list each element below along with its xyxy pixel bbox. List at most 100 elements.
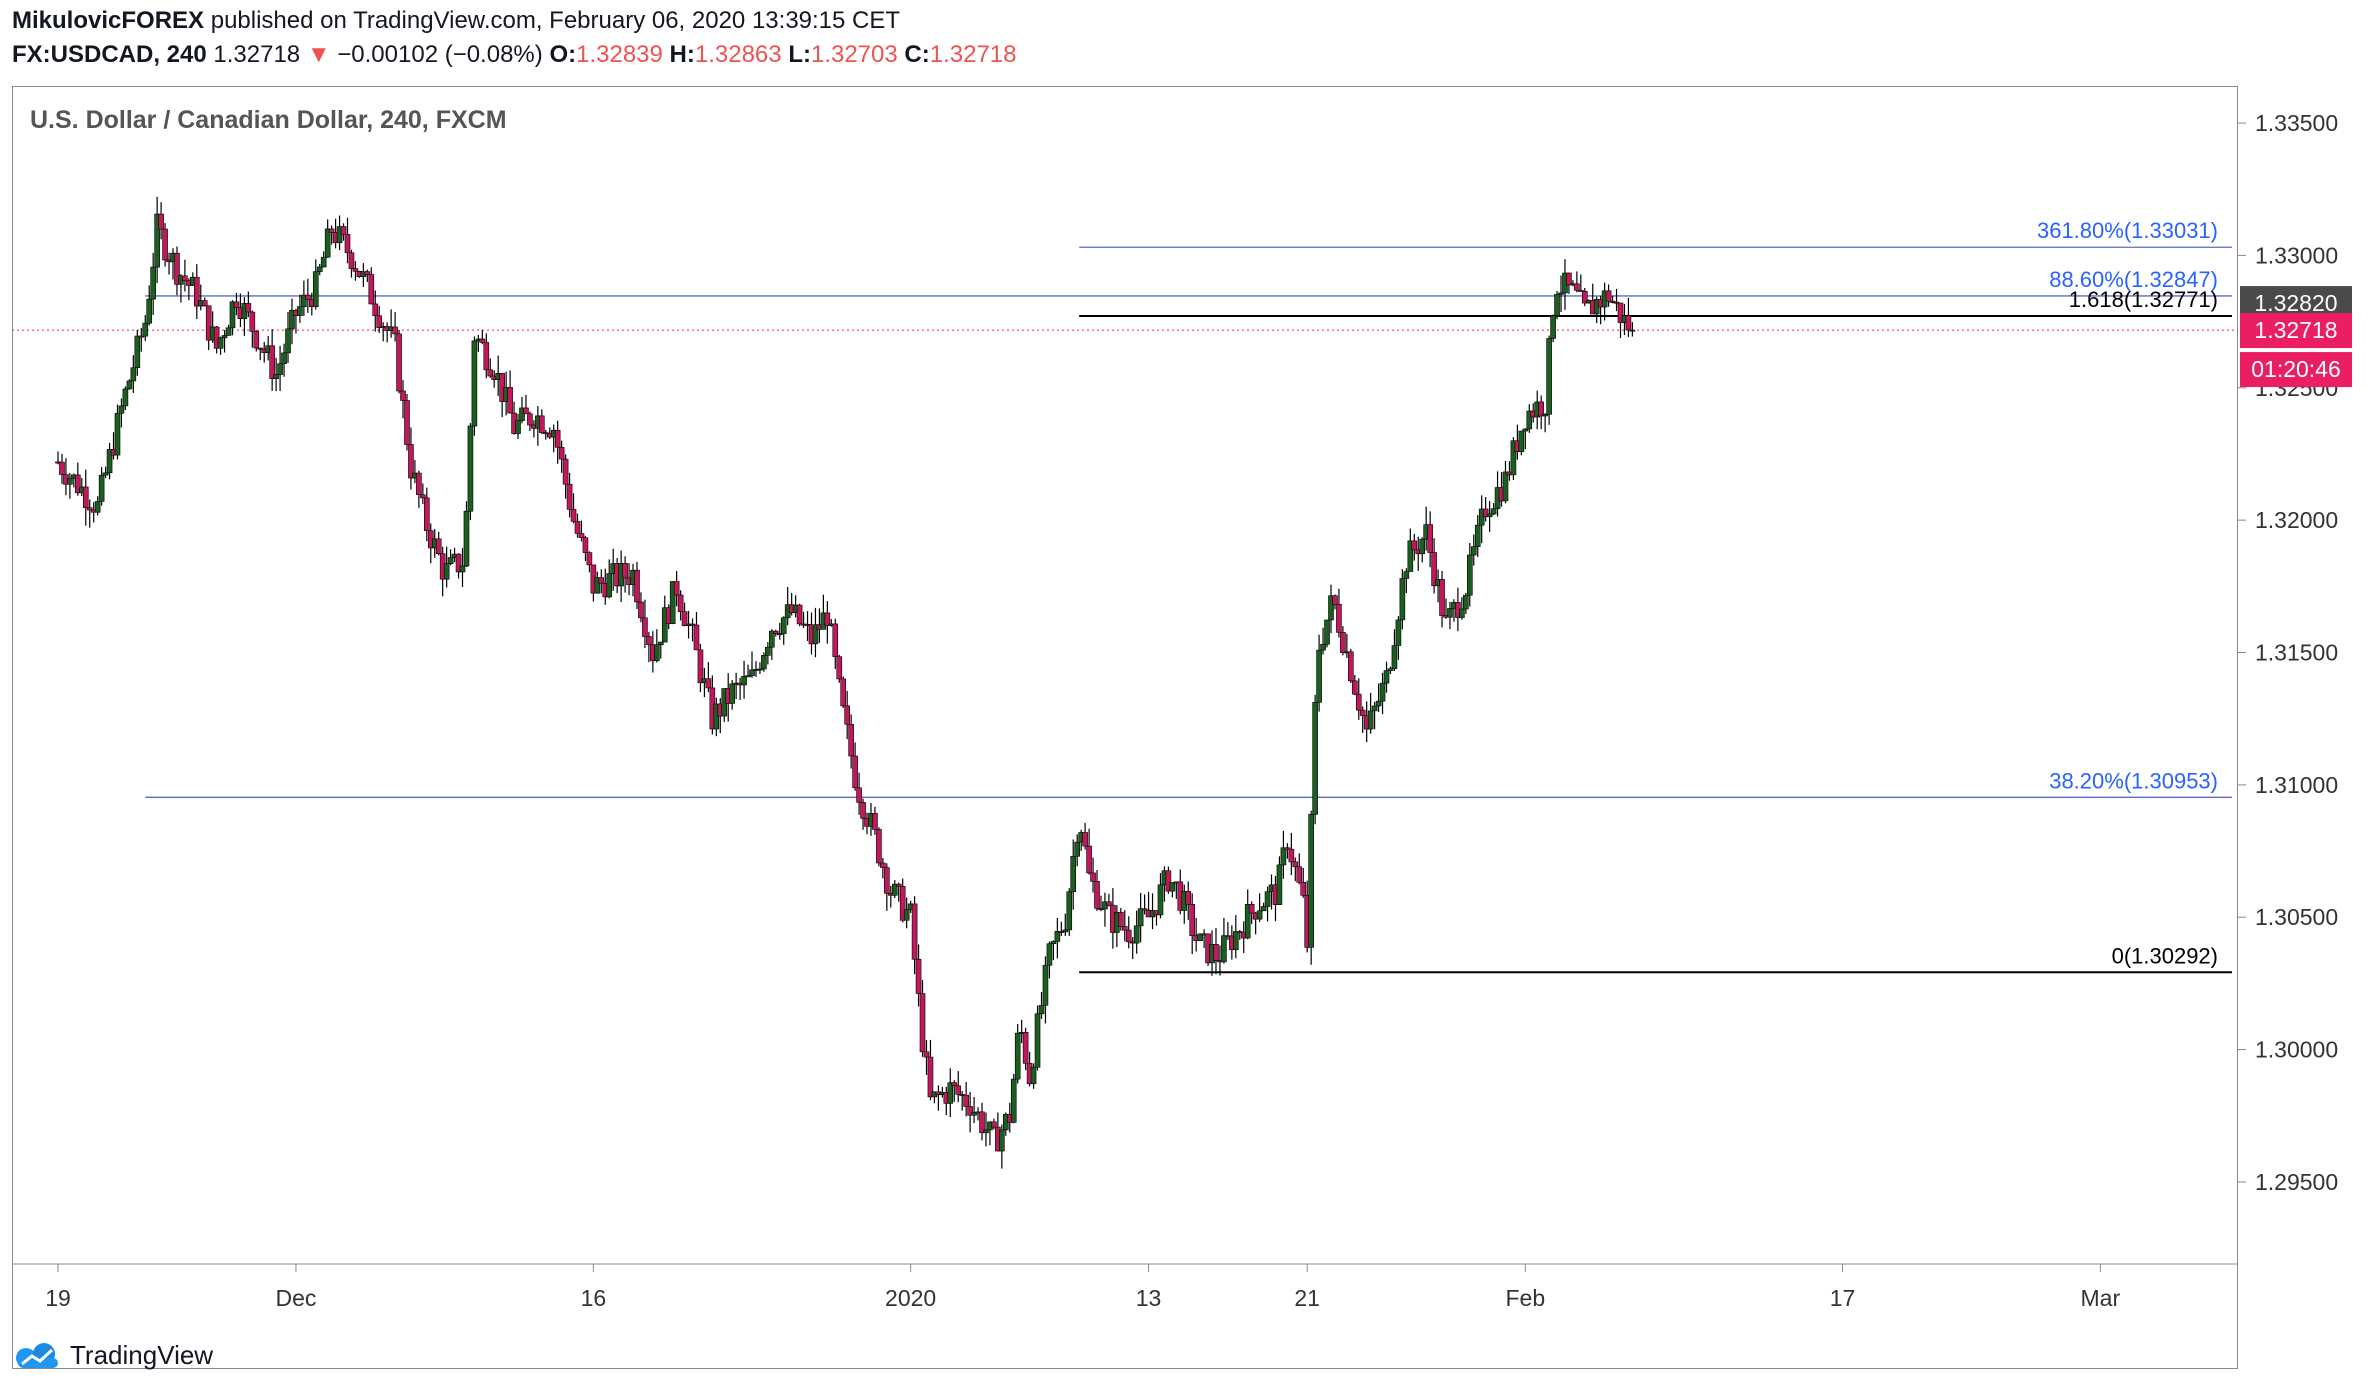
candle-up	[126, 380, 133, 390]
candle-down	[681, 611, 688, 627]
x-tick-label: 17	[1830, 1285, 1856, 1311]
candle-down	[352, 268, 359, 272]
candle-up	[1502, 471, 1509, 502]
candle-up	[1407, 540, 1414, 572]
candle-down	[1359, 709, 1366, 716]
y-tick-label: 1.31500	[2255, 639, 2338, 665]
candle-up	[1403, 571, 1410, 579]
candle-down	[963, 1094, 969, 1107]
level-label: 361.80%(1.33031)	[2037, 218, 2218, 243]
candle-down	[1185, 891, 1192, 905]
candle-up	[1371, 705, 1378, 712]
x-tick-label: 2020	[885, 1285, 936, 1311]
candle-down	[158, 213, 164, 230]
candle-down	[328, 228, 335, 233]
candle-up	[1558, 292, 1564, 295]
candle-up	[106, 449, 113, 474]
candle-down	[1617, 302, 1624, 323]
candle-up	[1042, 964, 1049, 1006]
candle-down	[253, 331, 260, 349]
candle-down	[182, 275, 188, 281]
candle-down	[951, 1082, 958, 1087]
candle-up	[983, 1129, 989, 1134]
candle-down	[582, 537, 589, 553]
candle-up	[273, 374, 279, 379]
candle-down	[1292, 861, 1299, 868]
candle-down	[396, 333, 402, 392]
candle-up	[1260, 906, 1267, 912]
candle-down	[693, 624, 700, 651]
candle-down	[194, 276, 200, 307]
candle-up	[297, 306, 303, 316]
footer-brand[interactable]: TradingView	[14, 1340, 213, 1371]
candle-down	[368, 274, 375, 305]
candle-down	[542, 432, 549, 435]
candle-down	[697, 649, 704, 684]
candle-up	[1066, 891, 1073, 931]
candle-down	[899, 886, 906, 921]
candle-down	[483, 342, 490, 371]
candle-up	[1233, 931, 1239, 950]
level-label: 88.60%(1.32847)	[2049, 267, 2218, 292]
candle-up	[1328, 595, 1334, 621]
candle-down	[400, 390, 406, 401]
candle-down	[915, 958, 922, 994]
x-tick-label: Dec	[275, 1285, 316, 1311]
candle-down	[201, 300, 208, 307]
candle-up	[98, 474, 105, 502]
candle-up	[142, 322, 149, 337]
candle-up	[1133, 925, 1140, 944]
close-label: C:	[904, 41, 930, 68]
ohlc-row: FX:USDCAD, 240 1.32718 ▼ −0.00102 (−0.08…	[12, 40, 1017, 70]
candle-down	[1566, 272, 1572, 286]
candle-up	[1157, 884, 1164, 916]
candle-down	[162, 228, 168, 261]
candle-down	[376, 315, 383, 329]
candle-down	[245, 303, 252, 313]
candle-down	[1336, 603, 1342, 633]
candle-up	[1470, 546, 1477, 556]
candle-up	[150, 266, 156, 300]
candle-down	[1125, 929, 1132, 943]
close-value: 1.32718	[929, 41, 1017, 68]
candle-up	[606, 573, 613, 598]
candle-down	[1613, 301, 1620, 304]
candle-up	[324, 228, 331, 258]
candle-down	[578, 533, 585, 539]
chart-title: U.S. Dollar / Canadian Dollar, 240, FXCM	[30, 106, 507, 134]
candle-up	[1312, 702, 1318, 815]
candle-up	[515, 420, 521, 434]
candle-up	[654, 644, 660, 662]
candle-up	[1459, 608, 1465, 618]
candle-down	[348, 252, 355, 269]
candle-up	[154, 213, 160, 268]
candle-down	[1284, 847, 1291, 850]
candle-up	[1526, 410, 1533, 430]
candle-up	[1399, 578, 1406, 621]
low-value: 1.32703	[810, 41, 898, 68]
candle-up	[1510, 440, 1517, 476]
candle-down	[1094, 881, 1100, 909]
x-tick-label: 13	[1136, 1285, 1162, 1311]
candle-up	[320, 256, 327, 268]
candle-up	[134, 335, 141, 369]
candle-up	[1466, 554, 1473, 596]
candle-up	[463, 510, 470, 567]
candle-up	[519, 407, 525, 421]
candle-up	[1280, 847, 1287, 866]
candle-up	[1367, 710, 1374, 730]
candle-down	[1427, 524, 1433, 553]
candle-down	[860, 802, 866, 819]
candle-down	[844, 705, 850, 725]
candle-up	[1256, 910, 1263, 920]
candle-down	[1348, 651, 1354, 682]
candle-up	[94, 501, 101, 513]
candle-down	[138, 335, 145, 338]
candle-up	[1320, 643, 1326, 651]
candle-down	[408, 444, 414, 479]
candle-up	[661, 607, 668, 643]
candle-up	[1074, 841, 1080, 857]
candle-up	[1395, 619, 1402, 646]
candle-down	[487, 369, 494, 377]
